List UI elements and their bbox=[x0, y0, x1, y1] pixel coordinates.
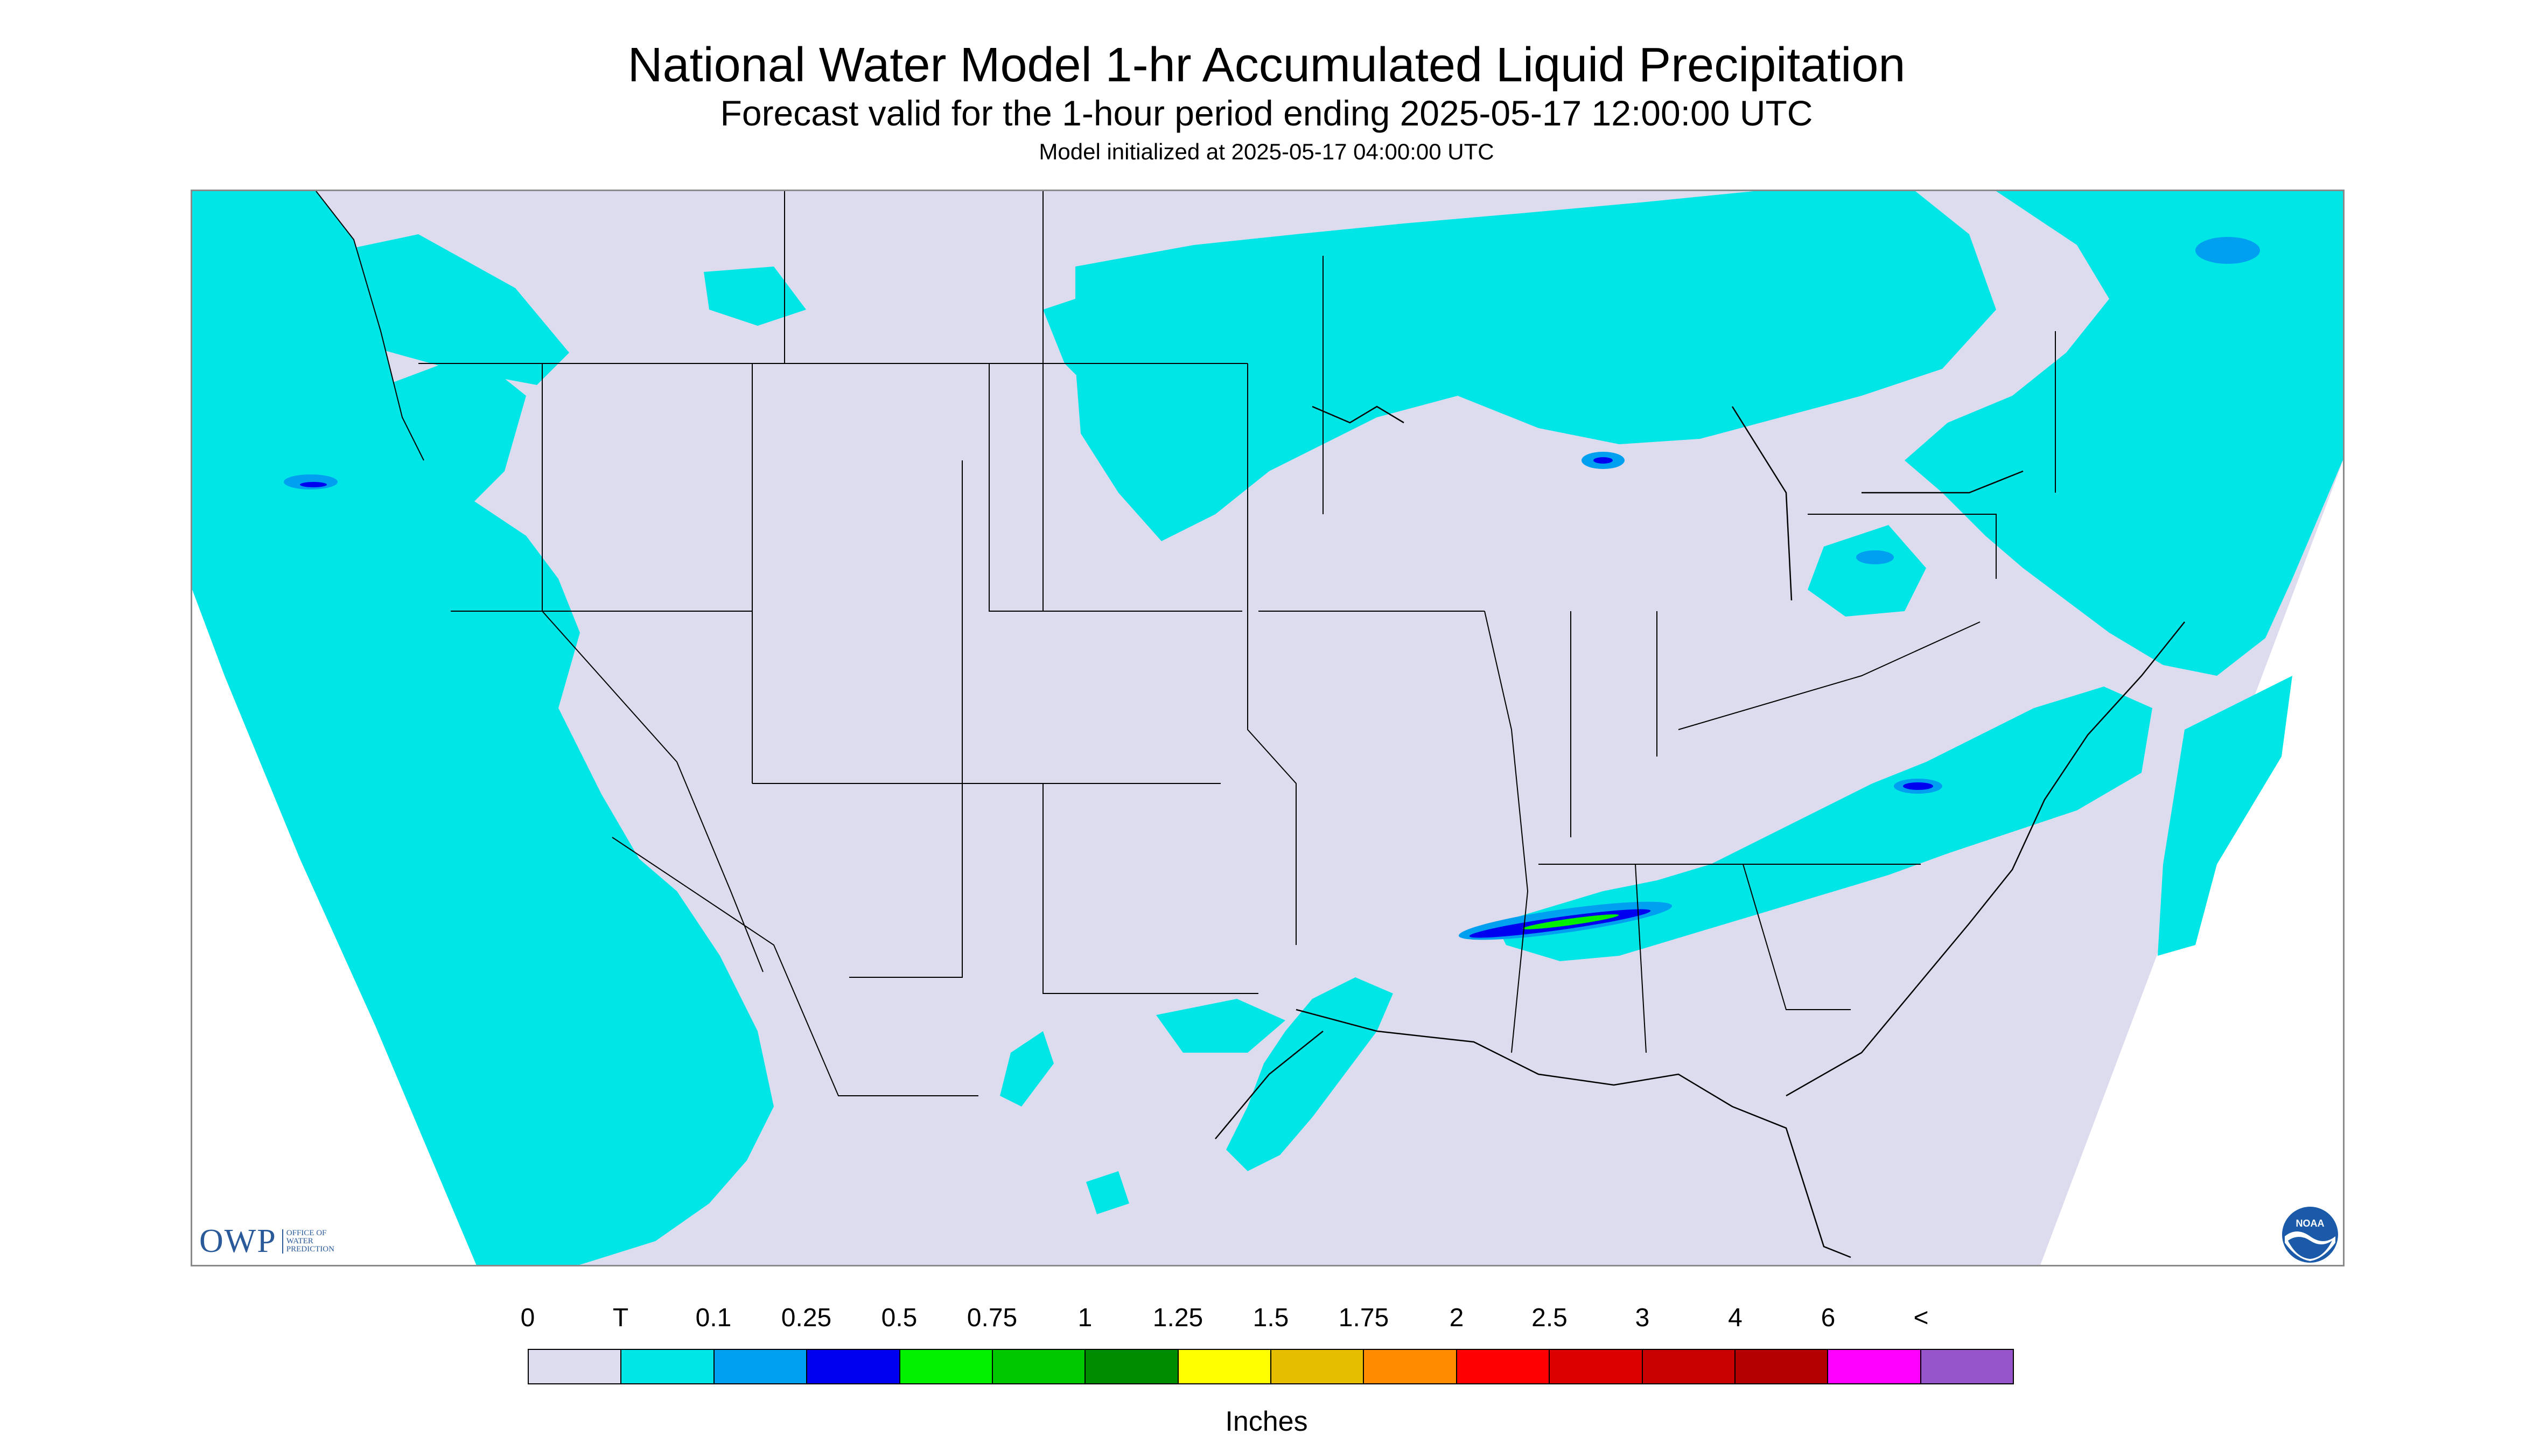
precip-cell-michigan-core bbox=[1593, 457, 1613, 464]
precip-region-washington bbox=[316, 234, 569, 385]
model-init-line: Model initialized at 2025-05-17 04:00:00… bbox=[1039, 139, 1494, 164]
legend-swatch bbox=[621, 1350, 715, 1383]
legend-tick-label: 0.5 bbox=[881, 1304, 918, 1332]
owp-logo: OWP OFFICE OF WATER PREDICTION bbox=[199, 1222, 334, 1260]
legend-swatch bbox=[900, 1350, 993, 1383]
legend-tick-label: 0.75 bbox=[967, 1304, 1018, 1332]
precip-region-mid-atlantic bbox=[1495, 687, 2152, 961]
legend-swatch bbox=[1271, 1350, 1365, 1383]
precip-region-texas-streak bbox=[1000, 1031, 1054, 1107]
precip-region-north-dakota bbox=[704, 267, 806, 326]
legend-swatches bbox=[528, 1349, 2014, 1384]
legend-swatch bbox=[1642, 1350, 1736, 1383]
owp-logo-line2: WATER bbox=[286, 1236, 313, 1245]
owp-logo-line3: PREDICTION bbox=[286, 1244, 334, 1254]
legend-swatch bbox=[1086, 1350, 1179, 1383]
precip-region-atlantic-east bbox=[2158, 676, 2292, 956]
legend-tick-label: < bbox=[1913, 1304, 1929, 1332]
precip-region-louisiana-coast bbox=[1156, 999, 1285, 1053]
precip-cell-oregon-core bbox=[300, 482, 327, 487]
legend-swatch bbox=[1178, 1350, 1271, 1383]
precip-cell-virginia-core bbox=[1903, 782, 1933, 790]
legend-swatch bbox=[714, 1350, 808, 1383]
legend-tick-label: 4 bbox=[1728, 1304, 1743, 1332]
owp-logo-caption: OFFICE OF WATER PREDICTION bbox=[282, 1229, 334, 1254]
noaa-logo: NOAA bbox=[2282, 1207, 2338, 1263]
precip-region-northeast bbox=[1905, 191, 2343, 676]
precip-region-bc bbox=[192, 191, 327, 331]
legend-tick-label: T bbox=[612, 1304, 629, 1332]
legend-tick-label: 2 bbox=[1449, 1304, 1464, 1332]
state-boundaries bbox=[316, 191, 2056, 1096]
legend-tick-label: 1.25 bbox=[1152, 1304, 1203, 1332]
legend-tick-label: 0.1 bbox=[695, 1304, 732, 1332]
legend-swatch bbox=[1364, 1350, 1457, 1383]
precip-region-pennsylvania bbox=[1808, 525, 1926, 617]
precip-region-mexico bbox=[1086, 1171, 1129, 1214]
legend-swatch bbox=[1550, 1350, 1643, 1383]
owp-logo-line1: OFFICE OF bbox=[286, 1228, 327, 1237]
legend-swatch bbox=[807, 1350, 900, 1383]
legend-swatch bbox=[992, 1350, 1086, 1383]
legend-tick-label: 0.25 bbox=[781, 1304, 832, 1332]
legend-swatch bbox=[1828, 1350, 1921, 1383]
precip-cell-mississippi-green bbox=[1522, 914, 1619, 929]
color-legend: 0 T 0.1 0.25 0.5 0.75 1 1.25 1.5 1.75 2 2.5 3 4 6 < bbox=[521, 1303, 2014, 1389]
legend-swatch bbox=[1457, 1350, 1550, 1383]
precip-cell-ohio bbox=[1856, 550, 1894, 564]
legend-tick-label: 3 bbox=[1635, 1304, 1650, 1332]
map-title: National Water Model 1-hr Accumulated Li… bbox=[627, 38, 1906, 92]
legend-tick-label: 1.5 bbox=[1252, 1304, 1289, 1332]
precip-cell-maine bbox=[2195, 237, 2260, 264]
legend-tick-label: 6 bbox=[1821, 1304, 1836, 1332]
owp-logo-letters: OWP bbox=[199, 1222, 277, 1259]
legend-tick-label: 1 bbox=[1077, 1304, 1093, 1332]
legend-swatch bbox=[1921, 1350, 2013, 1383]
coastlines bbox=[1215, 405, 2185, 1258]
legend-swatch bbox=[529, 1350, 622, 1383]
precip-region-north-central bbox=[1075, 191, 1996, 541]
noaa-logo-text: NOAA bbox=[2296, 1218, 2325, 1229]
legend-units: Inches bbox=[1225, 1406, 1308, 1437]
legend-tick-label: 2.5 bbox=[1531, 1304, 1568, 1332]
map-subtitle: Forecast valid for the 1-hour period end… bbox=[720, 93, 1813, 133]
precip-region-west-coast bbox=[192, 191, 774, 1265]
legend-swatch bbox=[1735, 1350, 1829, 1383]
precip-region-dakotas-streaks bbox=[1043, 288, 1215, 482]
legend-tick-label: 0 bbox=[520, 1304, 535, 1332]
precip-region-texas-gulf bbox=[1226, 977, 1393, 1171]
legend-tick-label: 1.75 bbox=[1338, 1304, 1389, 1332]
precip-region-oregon bbox=[386, 353, 526, 536]
precipitation-map bbox=[191, 190, 2345, 1266]
map-canvas bbox=[192, 191, 2343, 1265]
